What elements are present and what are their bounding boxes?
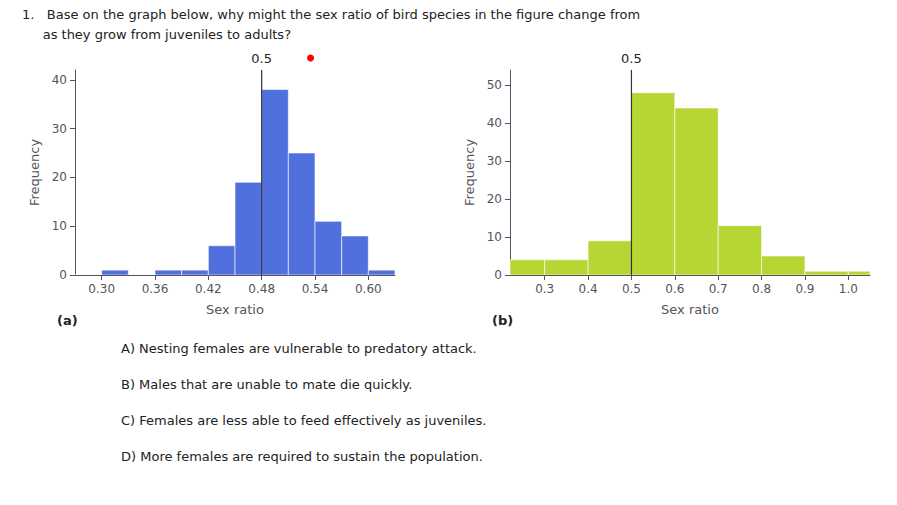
- svg-text:(b): (b): [492, 313, 513, 328]
- svg-text:50: 50: [487, 78, 502, 92]
- svg-text:1.0: 1.0: [839, 282, 858, 296]
- svg-text:Sex ratio: Sex ratio: [206, 302, 264, 317]
- svg-text:0.9: 0.9: [795, 282, 814, 296]
- svg-text:0.5: 0.5: [622, 282, 641, 296]
- svg-text:0.3: 0.3: [535, 282, 554, 296]
- svg-text:(a): (a): [57, 313, 78, 328]
- svg-text:C) Females are less able to fe: C) Females are less able to feed effecti…: [121, 413, 486, 428]
- svg-text:0.60: 0.60: [355, 282, 382, 296]
- svg-text:Frequency: Frequency: [462, 139, 477, 206]
- svg-text:40: 40: [52, 73, 67, 87]
- svg-text:as they grow from juveniles to: as they grow from juveniles to adults?: [22, 27, 291, 42]
- svg-text:0: 0: [494, 268, 502, 282]
- svg-text:Frequency: Frequency: [27, 139, 42, 206]
- svg-text:0.5: 0.5: [621, 51, 642, 66]
- svg-text:0.36: 0.36: [142, 282, 169, 296]
- svg-text:0.48: 0.48: [248, 282, 275, 296]
- svg-text:10: 10: [52, 219, 67, 233]
- svg-text:0.54: 0.54: [302, 282, 329, 296]
- svg-text:0.30: 0.30: [88, 282, 115, 296]
- svg-text:40: 40: [487, 116, 502, 130]
- svg-text:0.4: 0.4: [579, 282, 598, 296]
- svg-text:0.5: 0.5: [251, 51, 272, 66]
- svg-text:0: 0: [59, 268, 67, 282]
- svg-text:D) More females are required t: D) More females are required to sustain …: [121, 449, 483, 464]
- svg-text:10: 10: [487, 230, 502, 244]
- svg-text:30: 30: [52, 122, 67, 136]
- svg-text:30: 30: [487, 154, 502, 168]
- svg-text:20: 20: [52, 170, 67, 184]
- svg-text:0.8: 0.8: [752, 282, 771, 296]
- svg-text:Sex ratio: Sex ratio: [661, 302, 719, 317]
- svg-text:0.7: 0.7: [709, 282, 728, 296]
- svg-text:0.6: 0.6: [665, 282, 684, 296]
- svg-text:A) Nesting females are vulnera: A) Nesting females are vulnerable to pre…: [121, 341, 477, 356]
- svg-text:1. Base on the graph below,: 1. Base on the graph below, why might th…: [22, 7, 640, 22]
- svg-text:20: 20: [487, 192, 502, 206]
- svg-text:B) Males that are unable to ma: B) Males that are unable to mate die qui…: [121, 377, 412, 392]
- svg-text:0.42: 0.42: [195, 282, 222, 296]
